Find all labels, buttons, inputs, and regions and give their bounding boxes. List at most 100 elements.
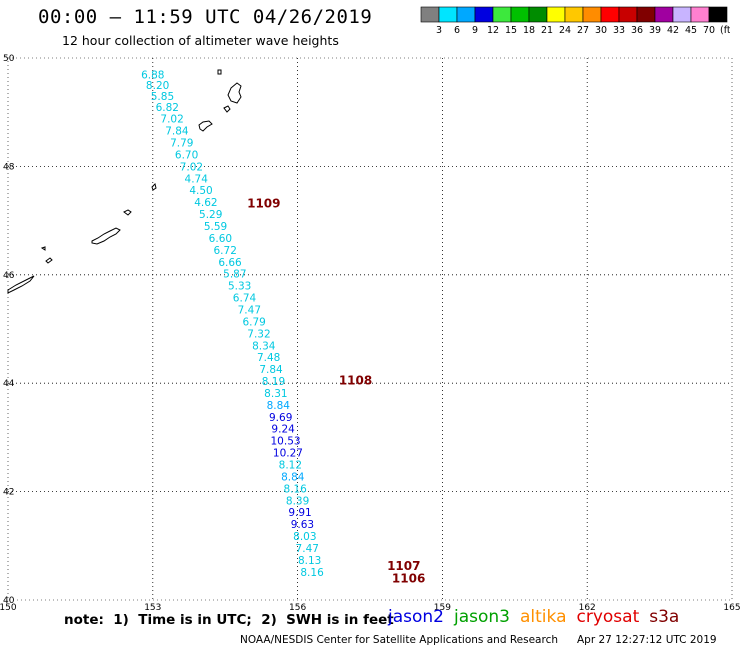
swh-point-label: 8.12 [279, 460, 302, 472]
swh-point-label: 7.32 [247, 328, 270, 340]
swh-point-label: 4.50 [189, 185, 212, 197]
satellite-name: jason2 [388, 607, 444, 627]
color-bin-label: 18 [523, 25, 535, 36]
island-outline [198, 120, 213, 132]
color-bin-label: 70 [703, 25, 715, 36]
swh-point-label: 9.63 [291, 519, 314, 531]
swh-point-label: 8.20 [146, 80, 169, 92]
swh-point-label: 8.16 [300, 567, 324, 579]
swh-point-label: 10.27 [273, 448, 303, 460]
color-bin-label: 24 [559, 25, 571, 36]
x-tick-label: 156 [289, 603, 306, 610]
swh-point-label: 9.69 [269, 412, 292, 424]
satellite-name: s3a [649, 607, 680, 627]
swh-point-label: 8.84 [267, 400, 291, 412]
swh-point-label: 5.59 [204, 221, 227, 233]
page-subtitle: 12 hour collection of altimeter wave hei… [62, 33, 339, 48]
generated-timestamp: Apr 27 12:27:12 UTC 2019 [577, 634, 717, 646]
x-tick-label: 165 [723, 603, 740, 610]
swh-point-label: 6.72 [214, 245, 237, 257]
axis-ticks: 150 153 156 159 162 165 40 42 44 46 48 50 [0, 54, 740, 610]
y-tick-label: 42 [3, 488, 14, 498]
island-outline [45, 257, 53, 264]
color-bin-label: 33 [613, 25, 625, 36]
swh-point-label: 7.84 [165, 126, 189, 138]
color-bin-label: 15 [505, 25, 517, 36]
swh-point-label: 7.79 [170, 138, 193, 150]
swh-point-label: 5.87 [223, 269, 246, 281]
pass-number-label: 1109 [247, 196, 280, 210]
color-bin-label: 6 [454, 25, 460, 36]
swh-point-label: 8.34 [252, 340, 276, 352]
color-swatch [708, 6, 728, 23]
swh-point-label: 8.03 [293, 531, 316, 543]
swh-point-label: 6.88 [141, 69, 164, 81]
swh-point-label: 7.47 [238, 304, 261, 316]
color-bin-label: 3 [436, 25, 442, 36]
island-outline [223, 105, 231, 113]
swh-point-label: 6.79 [242, 316, 265, 328]
swh-point-label: 7.02 [160, 114, 183, 126]
x-tick-label: 150 [0, 603, 17, 610]
y-tick-label: 46 [3, 271, 15, 281]
swh-values: 6.888.205.856.827.027.847.796.707.024.74… [141, 69, 324, 579]
swh-point-label: 9.91 [288, 507, 311, 519]
island-outline [7, 275, 35, 294]
x-tick-label: 162 [579, 603, 596, 610]
swh-point-label: 4.62 [194, 197, 217, 209]
swh-point-label: 6.60 [209, 233, 232, 245]
swh-point-label: 6.66 [218, 257, 242, 269]
swh-point-label: 6.82 [156, 102, 179, 114]
color-bin-label: 45 [685, 25, 697, 36]
pass-number-label: 1106 [392, 571, 425, 585]
pass-number-label: 1107 [387, 559, 420, 573]
swh-point-label: 6.70 [175, 149, 198, 161]
plot-frame [7, 57, 733, 601]
footer-note: note: 1) Time is in UTC; 2) SWH is in fe… [64, 612, 394, 628]
satellite-name: altika [520, 607, 567, 627]
credit-text: NOAA/NESDIS Center for Satellite Applica… [240, 634, 558, 646]
color-bin-label: 36 [631, 25, 643, 36]
grid-lines [7, 57, 733, 601]
island-outline [227, 82, 242, 104]
y-tick-label: 50 [3, 54, 15, 64]
color-bin-label: 21 [541, 25, 553, 36]
x-tick-label: 153 [144, 603, 161, 610]
swh-point-label: 8.31 [264, 388, 287, 400]
y-tick-label: 40 [3, 596, 15, 606]
swh-point-label: 8.16 [283, 483, 307, 495]
island-outline [217, 69, 222, 75]
color-bin-label: 27 [577, 25, 589, 36]
swh-point-label: 9.24 [271, 424, 295, 436]
color-bin-label: 9 [472, 25, 478, 36]
color-bin-label: 30 [595, 25, 607, 36]
island-outline [151, 183, 157, 191]
swh-point-label: 7.02 [180, 161, 203, 173]
swh-point-label: 8.13 [298, 555, 321, 567]
island-outline [91, 227, 121, 245]
island-outline [40, 246, 46, 251]
coastline [7, 69, 242, 294]
swh-point-label: 5.85 [151, 91, 174, 103]
pass-number-label: 1108 [339, 373, 372, 387]
y-tick-label: 48 [3, 162, 15, 172]
swh-point-label: 8.19 [262, 376, 285, 388]
swh-point-label: 5.29 [199, 209, 222, 221]
swh-point-label: 4.74 [185, 173, 209, 185]
swh-point-label: 8.39 [286, 495, 309, 507]
x-tick-label: 159 [434, 603, 451, 610]
unit-label: (ft) [720, 25, 730, 36]
swh-point-label: 8.84 [281, 471, 305, 483]
satellite-name: jason3 [454, 607, 510, 627]
swh-point-label: 10.53 [271, 436, 301, 448]
swh-point-label: 5.33 [228, 281, 251, 293]
swh-point-label: 7.47 [296, 543, 319, 555]
swh-point-label: 7.48 [257, 352, 280, 364]
island-outline [123, 209, 132, 216]
satellite-name: cryosat [576, 607, 640, 627]
swh-point-label: 7.84 [259, 364, 283, 376]
swh-point-label: 6.74 [233, 293, 257, 305]
